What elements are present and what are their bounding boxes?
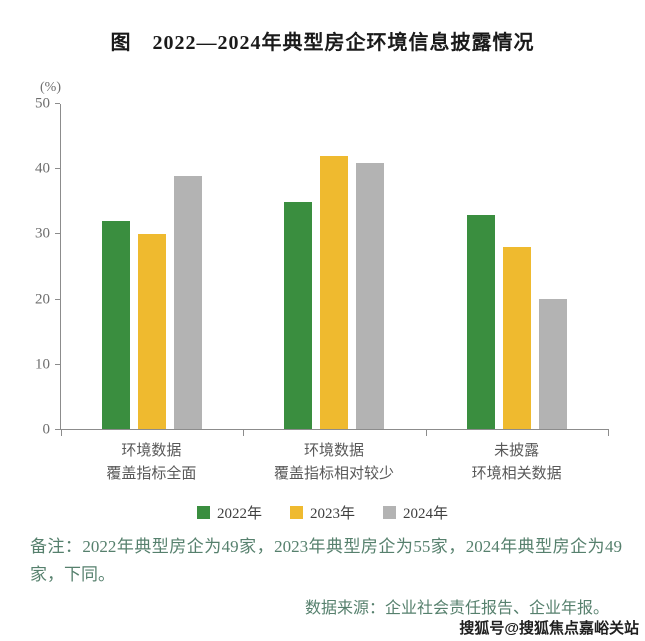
y-tick-mark <box>55 429 60 430</box>
x-tick-mark <box>608 429 609 436</box>
x-axis-category-labels: 环境数据 覆盖指标全面 环境数据 覆盖指标相对较少 未披露 环境相关数据 <box>60 440 608 485</box>
bar-group <box>61 104 243 429</box>
y-tick-mark <box>55 233 60 235</box>
y-tick-mark <box>55 298 60 300</box>
y-tick-mark <box>55 168 60 170</box>
bar-2023年-cat1 <box>138 234 167 429</box>
x-tick-mark <box>243 429 245 436</box>
legend-item: 2023年 <box>289 502 355 523</box>
chart-remark: 备注：2022年典型房企为49家，2023年典型房企为55家，2024年典型房企… <box>30 537 622 585</box>
y-axis-unit-label: (%) <box>40 80 61 95</box>
legend: 2022年 2023年 2024年 <box>0 502 645 523</box>
category-label: 环境数据 覆盖指标相对较少 <box>274 443 395 482</box>
y-tick-label: 0 <box>42 421 51 438</box>
bar-2023年-cat3 <box>502 247 531 429</box>
legend-label: 2024年 <box>403 506 449 522</box>
bar-2024年-cat2 <box>356 162 385 429</box>
bar-group <box>243 104 425 429</box>
y-tick-label: 30 <box>35 225 50 242</box>
category-label: 未披露 环境相关数据 <box>471 443 562 482</box>
x-tick-mark <box>61 429 62 436</box>
legend-item: 2024年 <box>383 502 448 523</box>
chart-title: 图 2022—2024年典型房企环境信息披露情况 <box>110 32 535 54</box>
bar-2022年-cat2 <box>284 201 313 429</box>
data-source: 数据来源：企业社会责任报告、企业年报。 <box>304 600 609 617</box>
legend-swatch <box>289 506 303 519</box>
y-tick-label: 50 <box>35 95 50 112</box>
plot-area <box>60 104 609 436</box>
watermark: 搜狐号@搜狐焦点嘉峪关站 <box>459 620 639 637</box>
bar-2024年-cat1 <box>174 175 203 429</box>
y-tick-label: 20 <box>35 291 50 308</box>
y-tick-label: 10 <box>35 356 50 373</box>
bar-2022年-cat3 <box>466 214 495 429</box>
bar-2022年-cat1 <box>102 221 131 429</box>
legend-swatch <box>383 506 396 519</box>
y-tick-mark <box>55 363 60 365</box>
x-tick-mark <box>425 429 427 436</box>
y-tick-label: 40 <box>35 160 50 177</box>
category-label: 环境数据 覆盖指标全面 <box>106 443 197 482</box>
bar-2023年-cat2 <box>320 156 349 429</box>
plot-wrap: 0 10 20 30 40 50 <box>35 96 609 437</box>
legend-swatch <box>196 506 210 519</box>
legend-label: 2022年 <box>216 506 262 522</box>
legend-label: 2023年 <box>309 506 355 522</box>
legend-item: 2022年 <box>196 502 262 523</box>
bar-2024年-cat3 <box>538 299 567 429</box>
y-tick-mark <box>55 103 60 104</box>
bar-group <box>426 104 608 429</box>
